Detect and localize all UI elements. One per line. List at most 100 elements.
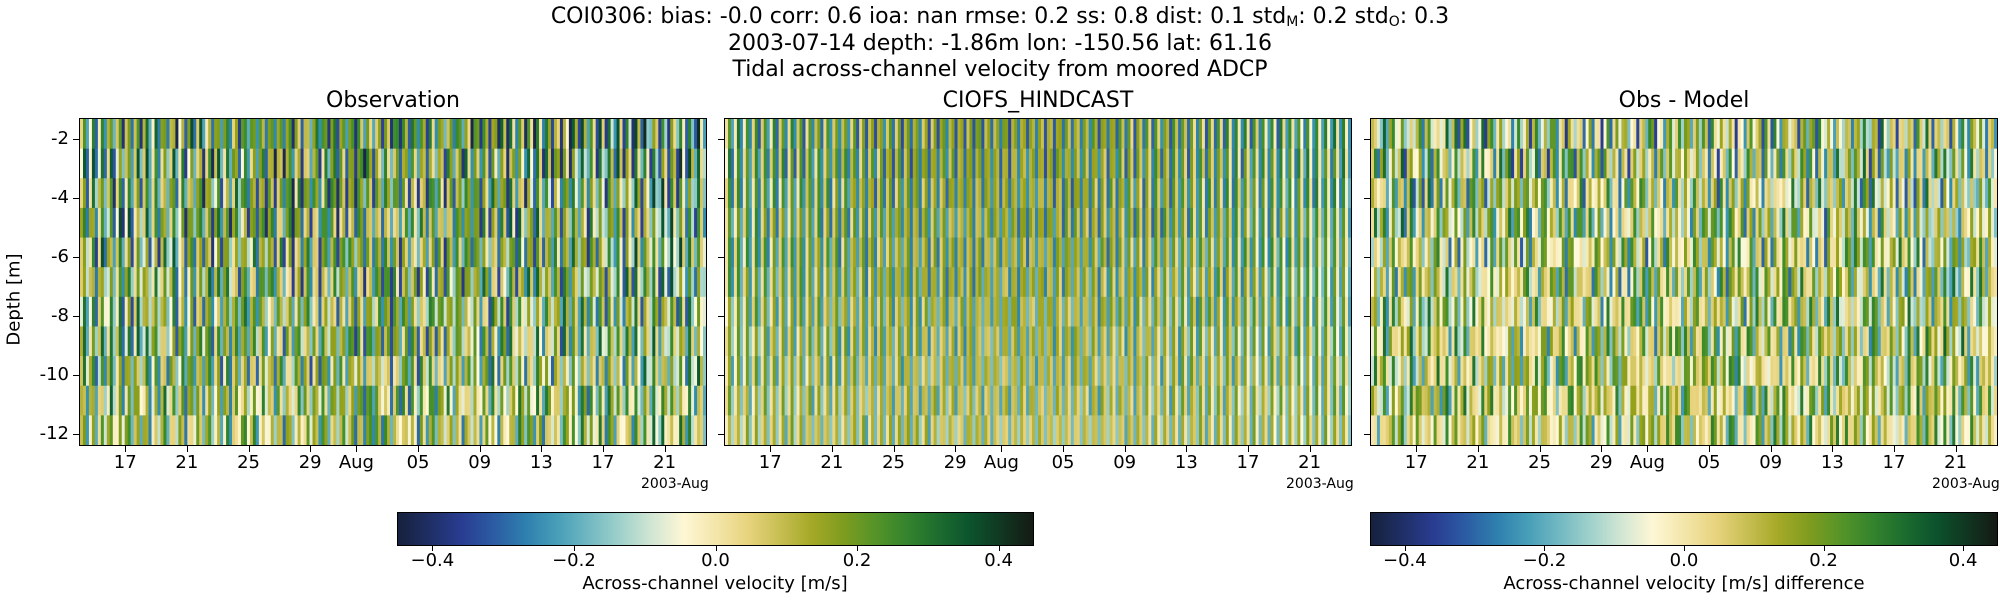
heatmap-cell	[1169, 356, 1173, 387]
heatmap-cell	[94, 207, 99, 239]
heatmap-cell	[208, 267, 212, 298]
heatmap-cell	[1225, 207, 1230, 239]
heatmap-cell	[924, 326, 929, 357]
heatmap-cell	[1157, 178, 1161, 209]
heatmap-cell	[975, 207, 979, 239]
heatmap-cell	[187, 207, 191, 239]
heatmap-cell	[1397, 237, 1402, 268]
heatmap-cell	[862, 207, 866, 239]
heatmap-cell	[733, 207, 738, 239]
heatmap-cell	[184, 356, 188, 387]
heatmap-cell	[757, 385, 762, 416]
heatmap-cell	[205, 356, 209, 387]
heatmap-cell	[1178, 267, 1182, 298]
heatmap-cell	[485, 415, 489, 445]
heatmap-cell	[339, 237, 343, 268]
heatmap-cell	[760, 296, 765, 328]
heatmap-cell	[891, 296, 896, 328]
heatmap-cell	[924, 237, 929, 268]
heatmap-cell	[900, 237, 905, 268]
heatmap-cell	[458, 326, 463, 357]
heatmap-cell	[924, 296, 929, 328]
heatmap-cell	[545, 385, 549, 416]
heatmap-cell	[1318, 385, 1322, 416]
heatmap-cell	[1133, 207, 1137, 239]
heatmap-cell	[378, 237, 382, 268]
heatmap-cell	[694, 119, 698, 150]
heatmap-cell	[1240, 207, 1245, 239]
heatmap-cell	[1091, 356, 1096, 387]
heatmap-cell	[796, 385, 801, 416]
heatmap-cell	[1040, 415, 1045, 445]
heatmap-cell	[805, 119, 810, 150]
heatmap-cell	[880, 415, 884, 445]
heatmap-cell	[751, 356, 756, 387]
heatmap-cell	[345, 326, 349, 357]
heatmap-cell	[562, 326, 567, 357]
heatmap-cell	[1160, 148, 1164, 179]
heatmap-cell	[491, 237, 495, 268]
heatmap-cell	[354, 326, 358, 357]
heatmap-cell	[1315, 119, 1319, 150]
heatmap-cell	[1195, 178, 1200, 209]
heatmap-cell	[1073, 356, 1078, 387]
heatmap-cell	[109, 207, 114, 239]
heatmap-cell	[1249, 148, 1254, 179]
heatmap-cell	[984, 237, 988, 268]
heatmap-cell	[814, 415, 819, 445]
heatmap-cell	[398, 267, 403, 298]
heatmap-cell	[1184, 385, 1188, 416]
heatmap-cell	[1342, 148, 1346, 179]
heatmap-cell	[521, 415, 525, 445]
heatmap-cell	[437, 356, 442, 387]
heatmap-cell	[981, 385, 985, 416]
heatmap-cell	[894, 178, 899, 209]
heatmap-cell	[1345, 119, 1349, 150]
heatmap-cell	[945, 178, 950, 209]
heatmap-cell	[586, 415, 591, 445]
heatmap-cell	[503, 267, 507, 298]
heatmap-cell	[264, 296, 269, 328]
heatmap-cell	[488, 148, 492, 179]
heatmap-cell	[1166, 148, 1170, 179]
heatmap-cell	[1023, 178, 1027, 209]
heatmap-cell	[539, 296, 543, 328]
heatmap-cell	[948, 119, 953, 150]
heatmap-cell	[1303, 207, 1307, 239]
heatmap-cell	[1306, 385, 1310, 416]
heatmap-cell	[1070, 237, 1075, 268]
heatmap-cell	[1394, 326, 1399, 357]
heatmap-cell	[1043, 119, 1048, 150]
heatmap-cell	[91, 178, 96, 209]
heatmap-cell	[793, 385, 798, 416]
heatmap-cell	[1005, 178, 1009, 209]
heatmap-cell	[181, 267, 185, 298]
heatmap-cell	[357, 148, 361, 179]
heatmap-cell	[862, 415, 866, 445]
heatmap-cell	[996, 326, 1000, 357]
heatmap-cell	[395, 267, 400, 298]
heatmap-cell	[148, 148, 153, 179]
heatmap-cell	[1190, 415, 1194, 445]
heatmap-cell	[906, 385, 911, 416]
heatmap-cell	[688, 415, 692, 445]
heatmap-cell	[1040, 148, 1045, 179]
heatmap-cell	[1273, 148, 1278, 179]
heatmap-cell	[235, 178, 239, 209]
heatmap-cell	[330, 415, 334, 445]
heatmap-cell	[312, 178, 317, 209]
heatmap-cell	[205, 148, 209, 179]
heatmap-cell	[518, 296, 522, 328]
heatmap-cell	[229, 207, 233, 239]
heatmap-cell	[136, 415, 141, 445]
heatmap-cell	[1448, 385, 1453, 416]
heatmap-cell	[1451, 296, 1456, 328]
heatmap-cell	[1463, 178, 1467, 209]
heatmap-cell	[1282, 415, 1287, 445]
heatmap-cell	[1160, 385, 1164, 416]
heatmap-cell	[1294, 267, 1298, 298]
heatmap-cell	[882, 178, 887, 209]
heatmap-cell	[1270, 237, 1275, 268]
heatmap-cell	[1315, 237, 1319, 268]
heatmap-cell	[160, 237, 165, 268]
